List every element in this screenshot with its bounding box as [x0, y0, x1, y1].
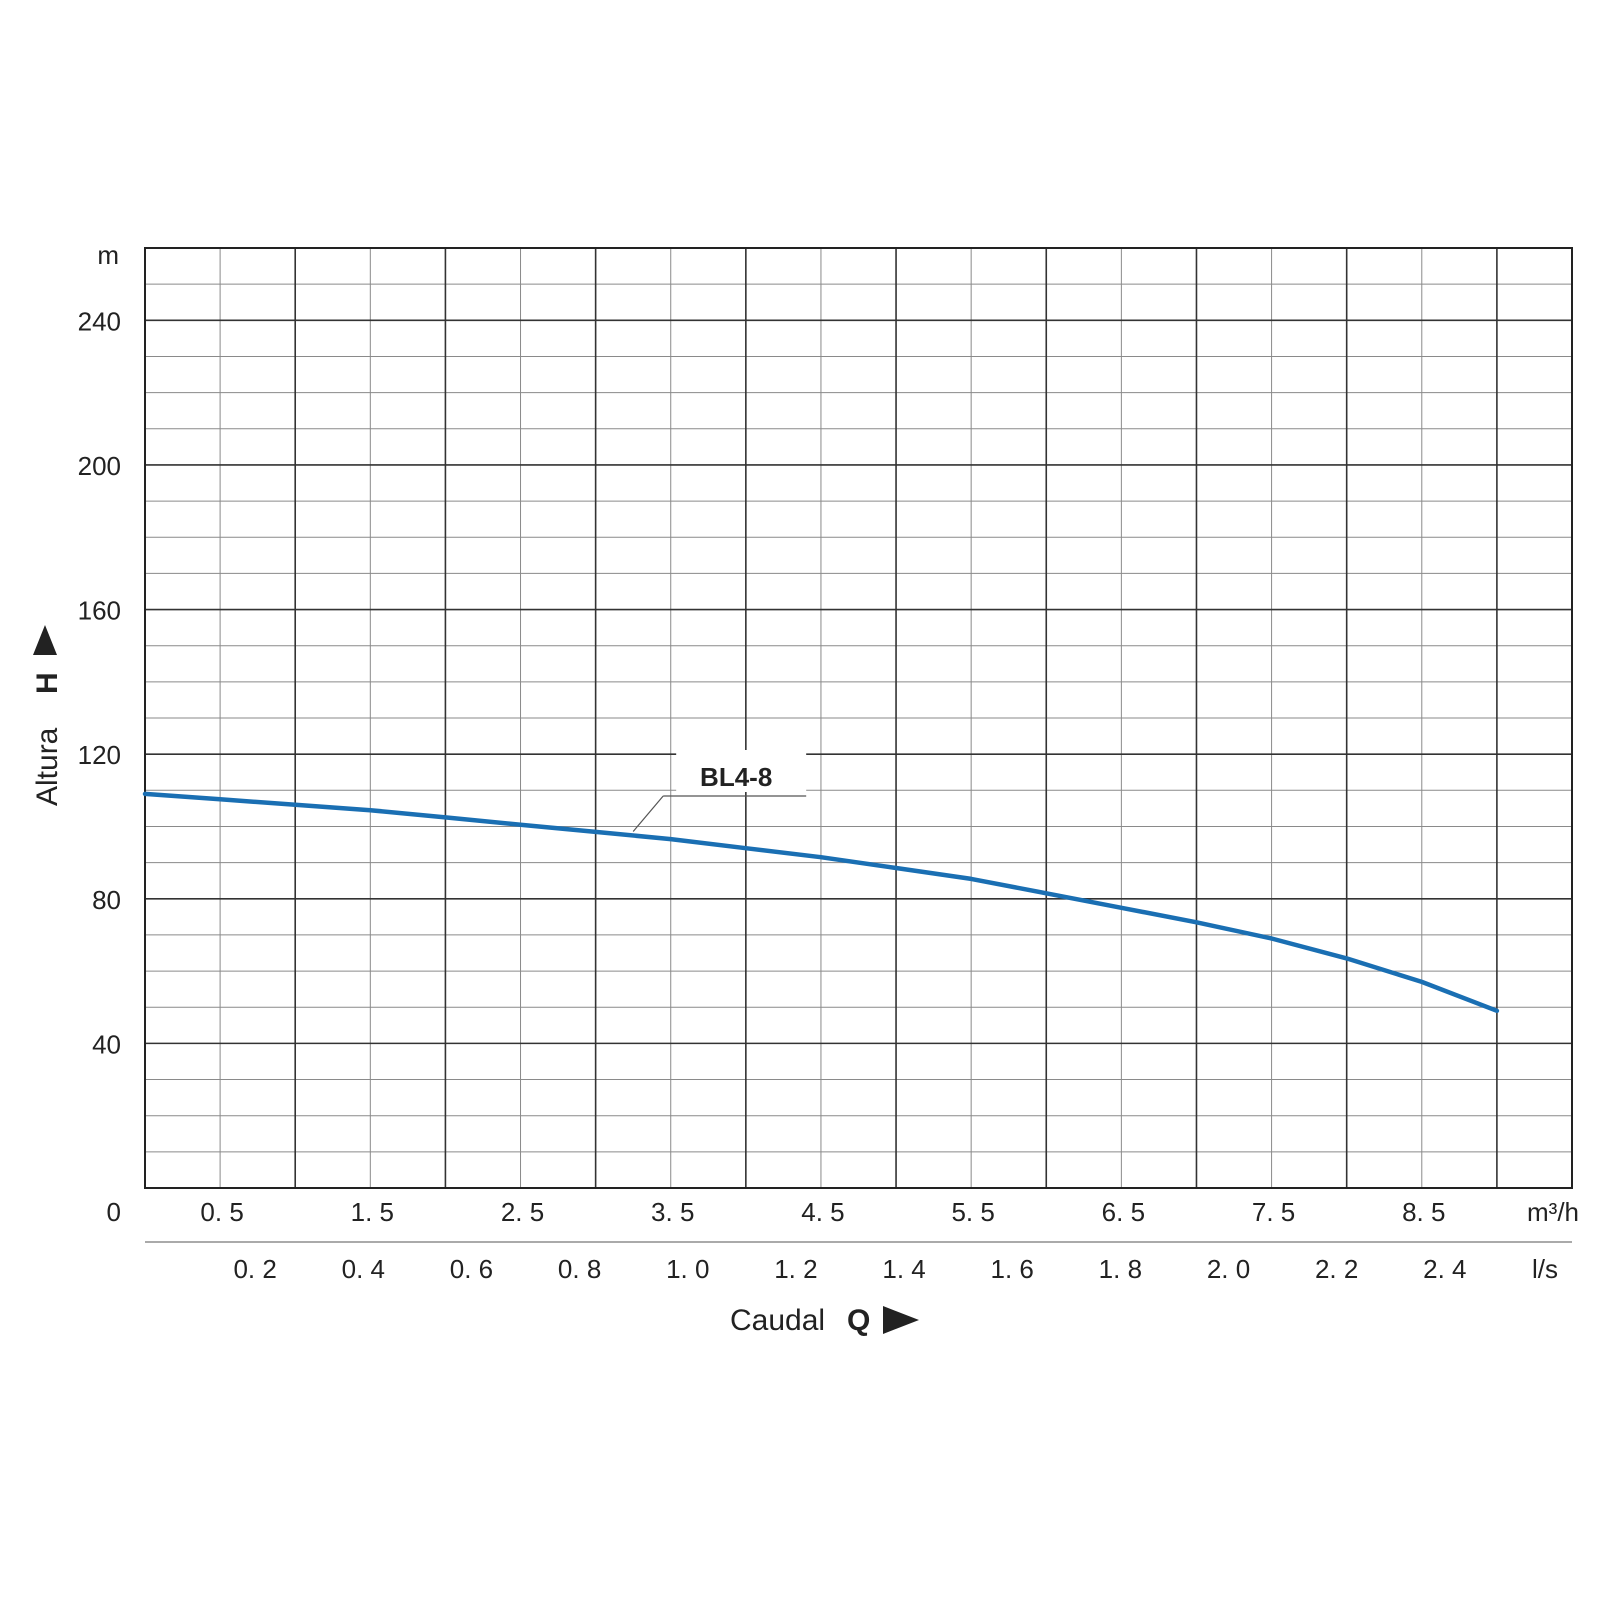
x-tick-label-m3h: 5. 5 [951, 1197, 994, 1227]
x-tick-label-m3h: 4. 5 [801, 1197, 844, 1227]
curve-layer [142, 791, 1500, 1014]
y-tick-label: 240 [78, 306, 121, 336]
x-tick-label-m3h: 3. 5 [651, 1197, 694, 1227]
x-unit-label-m3h: m³/h [1527, 1197, 1579, 1227]
x-tick-label-m3h: 6. 5 [1102, 1197, 1145, 1227]
x-tick-label-ls: 2. 2 [1315, 1254, 1358, 1284]
series-label-leader [632, 795, 664, 832]
x-tick-label-ls: 1. 6 [991, 1254, 1034, 1284]
x-tick-label-ls: 0. 4 [342, 1254, 385, 1284]
x-tick-label-m3h: 1. 5 [351, 1197, 394, 1227]
x-tick-label-ls: 2. 0 [1207, 1254, 1250, 1284]
x-axis-title: Caudal [730, 1304, 825, 1337]
x-tick-label-ls: 1. 4 [882, 1254, 925, 1284]
y-axis-arrow-icon [33, 625, 57, 655]
x-tick-label-ls: 2. 4 [1423, 1254, 1466, 1284]
y-axis-symbol: H [31, 672, 64, 694]
x-unit-label-ls: l/s [1532, 1254, 1558, 1284]
pump-curve-line [142, 791, 1500, 1014]
x-tick-label-ls: 0. 8 [558, 1254, 601, 1284]
x-tick-label-ls: 1. 0 [666, 1254, 709, 1284]
y-tick-label: 160 [78, 596, 121, 626]
x-axis-arrow-icon [883, 1306, 919, 1334]
x-tick-label-ls: 0. 6 [450, 1254, 493, 1284]
y-unit-label: m [97, 240, 119, 270]
x-tick-label-m3h: 7. 5 [1252, 1197, 1295, 1227]
y-tick-label: 80 [92, 885, 121, 915]
series-label-box [676, 750, 807, 792]
x-tick-label-ls: 1. 2 [774, 1254, 817, 1284]
grid [145, 248, 1572, 1188]
y-tick-label: 120 [78, 740, 121, 770]
y-tick-label: 200 [78, 451, 121, 481]
y-tick-label: 40 [92, 1029, 121, 1059]
y-tick-label: 0 [107, 1197, 121, 1227]
y-axis-title-group: Altura H [31, 625, 64, 806]
y-axis-title: Altura [31, 727, 64, 806]
x-tick-label-ls: 1. 8 [1099, 1254, 1142, 1284]
label-layer: 0 40 80 120 160 200 240 m 0. 5 1. 5 2. 5 3. 5 4. 5 5.… [31, 240, 1579, 1337]
x-tick-label-ls: 0. 2 [233, 1254, 276, 1284]
x-tick-label-m3h: 8. 5 [1402, 1197, 1445, 1227]
x-tick-label-m3h: 2. 5 [501, 1197, 544, 1227]
plot-border [144, 247, 1573, 1189]
plot-frame [144, 247, 1573, 1243]
x-axis-symbol: Q [847, 1304, 870, 1337]
series-label: BL4-8 [700, 762, 772, 792]
x-tick-label-m3h: 0. 5 [200, 1197, 243, 1227]
